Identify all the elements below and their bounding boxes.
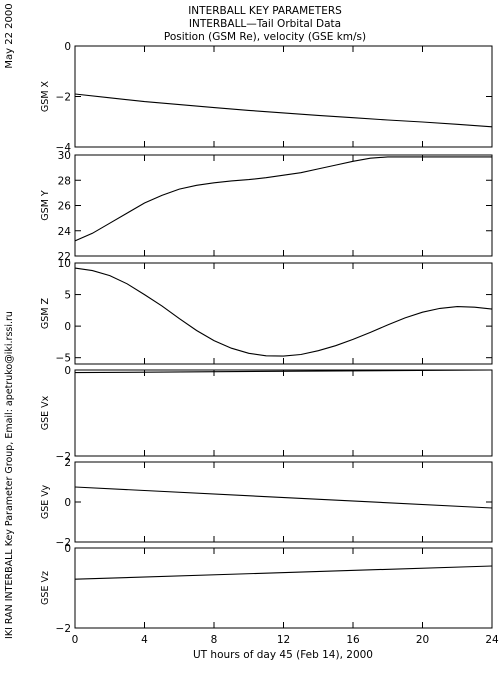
- chart-title-line2: INTERBALL—Tail Orbital Data: [189, 18, 341, 30]
- gsm-y-y-tick-label: 24: [58, 226, 72, 238]
- x-tick-label: 4: [141, 634, 148, 646]
- gsm-x-y-axis-label: GSM X: [40, 80, 51, 112]
- gsm-x-y-tick-label: 0: [64, 41, 71, 53]
- gsm-x-panel-frame: [74, 45, 493, 148]
- gsm-z-y-tick-label: 0: [64, 321, 71, 333]
- gse-vz-y-axis-label: GSE Vz: [40, 571, 51, 605]
- gse-vx-y-tick-label: −2: [56, 451, 71, 463]
- gse-vx-series-line: [74, 369, 493, 374]
- gsm-y-y-tick-label: 28: [58, 175, 71, 187]
- chart-title-line1: INTERBALL KEY PARAMETERS: [188, 5, 342, 17]
- gse-vz-panel-frame: [74, 547, 493, 629]
- gsm-x-series-line: [74, 93, 493, 128]
- date-label: May 22 2000: [4, 3, 15, 68]
- gsm-y-series-line: [74, 156, 492, 242]
- gse-vx-panel-frame: [74, 369, 493, 457]
- gse-vy-series-line: [74, 486, 493, 509]
- gse-vy-y-tick-label: −2: [56, 537, 71, 549]
- gsm-y-y-tick-label: 26: [58, 201, 72, 213]
- gse-vz-y-tick-label: 0: [64, 543, 71, 555]
- gsm-z-y-tick-label: 5: [64, 290, 71, 302]
- gse-vz-series-line: [74, 565, 493, 580]
- credit-label: IKI RAN INTERBALL Key Parameter Group, E…: [4, 311, 15, 639]
- gse-vz-y-tick-label: −2: [56, 623, 71, 635]
- gse-vy-y-tick-label: 0: [64, 497, 71, 509]
- x-tick-label: 20: [416, 634, 429, 646]
- gsm-x-y-tick-label: −4: [56, 142, 72, 154]
- gsm-y-y-tick-label: 30: [58, 150, 71, 162]
- gsm-z-y-tick-label: 10: [58, 258, 71, 270]
- x-tick-label: 24: [485, 634, 499, 646]
- x-tick-label: 8: [211, 634, 218, 646]
- gsm-z-y-axis-label: GSM Z: [40, 297, 51, 329]
- gse-vy-y-tick-label: 2: [64, 457, 71, 469]
- x-axis-label: UT hours of day 45 (Feb 14), 2000: [193, 649, 373, 661]
- gse-vy-y-axis-label: GSE Vy: [40, 484, 51, 519]
- gsm-y-panel-frame: [74, 154, 493, 257]
- gse-vx-y-axis-label: GSE Vx: [40, 395, 51, 430]
- gsm-z-panel-frame: [74, 262, 493, 365]
- gsm-y-y-tick-label: 22: [58, 251, 71, 263]
- gse-vx-y-tick-label: 0: [64, 365, 71, 377]
- gsm-y-y-axis-label: GSM Y: [40, 190, 51, 221]
- x-tick-label: 0: [72, 634, 79, 646]
- gsm-z-series-line: [74, 267, 493, 357]
- chart-title-line3: Position (GSM Re), velocity (GSE km/s): [164, 31, 366, 43]
- x-tick-label: 16: [346, 634, 360, 646]
- gsm-z-y-tick-label: −5: [56, 353, 71, 365]
- gsm-x-y-tick-label: −2: [56, 92, 71, 104]
- gse-vy-panel-frame: [74, 461, 493, 543]
- x-tick-label: 12: [277, 634, 290, 646]
